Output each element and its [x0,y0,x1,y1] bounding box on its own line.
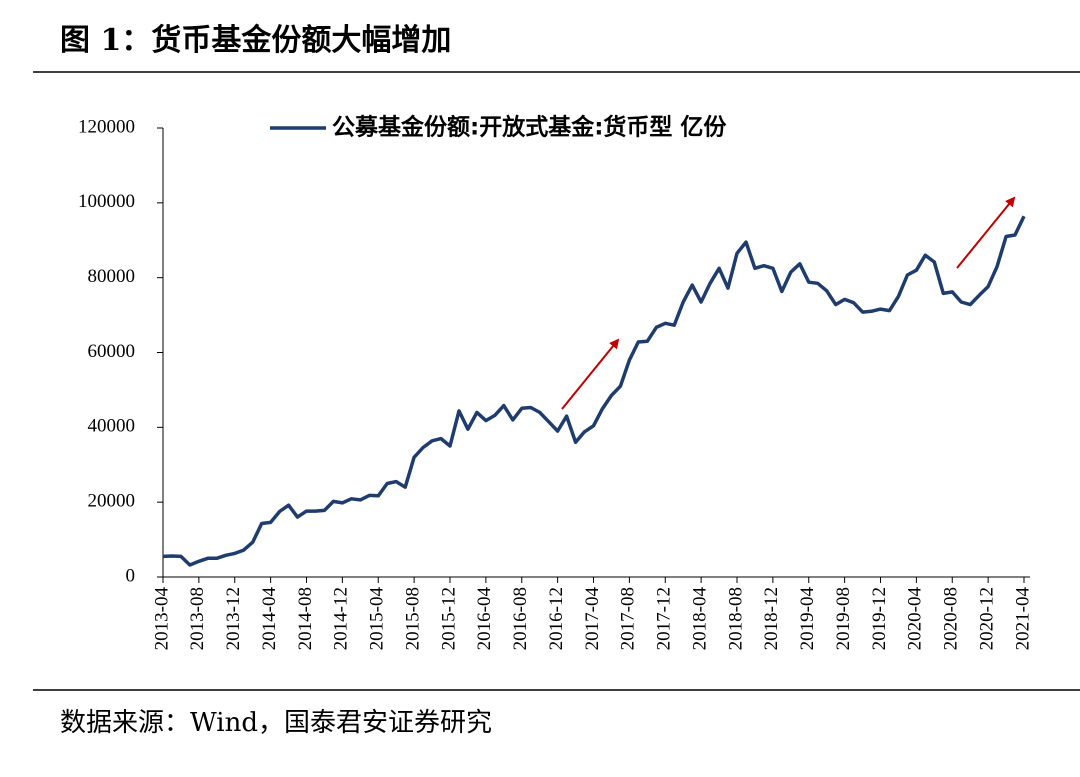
x-tick-label: 2013-12 [223,587,244,650]
annotation-arrow [956,196,1016,269]
y-tick-label: 60000 [88,341,136,362]
y-tick-label: 20000 [88,491,136,512]
x-tick-label: 2017-04 [582,587,603,651]
y-tick-label: 0 [126,565,136,586]
x-tick-label: 2015-04 [367,587,388,651]
source-note: 数据来源：Wind，国泰君安证券研究 [60,708,492,738]
x-tick-label: 2019-04 [797,587,818,651]
x-tick-label: 2015-12 [438,587,459,650]
x-tick-label: 2014-04 [259,587,280,651]
x-tick-label: 2013-04 [151,587,172,651]
x-tick-label: 2016-08 [510,587,531,650]
x-tick-label: 2021-04 [1012,587,1033,651]
x-tick-label: 2020-04 [905,587,926,651]
y-tick-label: 80000 [88,266,136,287]
x-tick-label: 2018-12 [761,587,782,650]
x-tick-label: 2019-12 [869,587,890,650]
legend-label: 公募基金份额:开放式基金:货币型 亿份 [332,114,727,141]
annotation-arrow [561,338,620,410]
x-tick-label: 2019-08 [833,587,854,650]
x-tick-label: 2017-12 [654,587,675,650]
y-tick-label: 40000 [88,416,136,437]
x-tick-label: 2020-08 [941,587,962,650]
x-tick-label: 2020-12 [976,587,997,650]
x-tick-label: 2013-08 [187,587,208,650]
x-tick-label: 2014-12 [331,587,352,650]
y-tick-label: 100000 [78,191,135,212]
chart-title: 图 1：货币基金份额大幅增加 [60,23,451,58]
x-tick-label: 2016-04 [474,587,495,651]
x-tick-label: 2014-08 [295,587,316,650]
y-tick-label: 120000 [78,116,135,137]
x-tick-label: 2018-04 [689,587,710,651]
data-line [162,215,1026,567]
x-tick-label: 2016-12 [546,587,567,650]
x-tick-label: 2017-08 [618,587,639,650]
x-tick-label: 2015-08 [402,587,423,650]
x-tick-label: 2018-08 [725,587,746,650]
